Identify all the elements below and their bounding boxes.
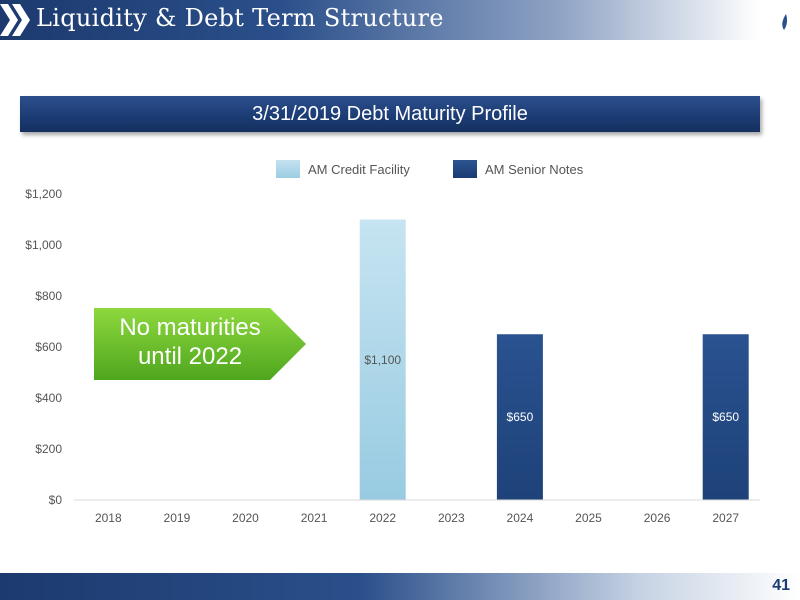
page-number: 41 (772, 577, 790, 594)
bars-group: $1,100 $650 $650 (359, 219, 749, 500)
slide-footer-bar (0, 573, 800, 600)
x-tick-label: 2018 (95, 511, 122, 525)
slide-title: Liquidity & Debt Term Structure (36, 4, 444, 32)
y-tick-label: $1,000 (25, 238, 62, 252)
legend-item-senior-notes: AM Senior Notes (453, 158, 583, 180)
x-axis: 2018 2019 2020 2021 2022 2023 2024 2025 2026 2027 (74, 499, 760, 525)
y-axis: $0 $200 $400 $600 $800 $1,000 $1,200 (25, 187, 62, 507)
x-tick-label: 2023 (438, 511, 465, 525)
chevron-right-icon (0, 4, 30, 36)
legend-label-credit-facility: AM Credit Facility (308, 161, 410, 177)
flame-logo-icon (772, 4, 788, 36)
bar-am-senior-notes (702, 334, 749, 500)
data-label: $1,100 (364, 353, 401, 367)
x-tick-label: 2024 (507, 511, 534, 525)
legend-swatch-senior-notes (453, 160, 477, 178)
x-tick-label: 2021 (301, 511, 328, 525)
bar-am-credit-facility (359, 219, 406, 500)
legend-swatch-credit-facility (276, 160, 300, 178)
legend-item-credit-facility: AM Credit Facility (276, 158, 410, 180)
y-tick-label: $600 (35, 340, 62, 354)
x-tick-label: 2020 (232, 511, 259, 525)
legend-label-senior-notes: AM Senior Notes (485, 161, 584, 177)
data-label: $650 (507, 410, 534, 424)
y-tick-label: $200 (35, 442, 62, 456)
debt-maturity-chart: $0 $200 $400 $600 $800 $1,000 $1,200 $1,100 $65… (25, 187, 760, 525)
callout-text: No maturities until 2022 (119, 314, 261, 370)
chart-title-banner: 3/31/2019 Debt Maturity Profile (20, 96, 760, 132)
bar-am-senior-notes (496, 334, 543, 500)
y-tick-label: $0 (49, 493, 63, 507)
x-tick-label: 2026 (644, 511, 671, 525)
chart-legend: AM Credit Facility AM Senior Notes (0, 158, 800, 180)
data-label: $650 (712, 410, 739, 424)
slide-header: Liquidity & Debt Term Structure (0, 0, 800, 40)
x-tick-label: 2022 (369, 511, 396, 525)
callout-arrow-shape (94, 308, 306, 380)
y-tick-label: $1,200 (25, 187, 62, 201)
y-tick-label: $800 (35, 289, 62, 303)
x-tick-label: 2019 (164, 511, 191, 525)
x-tick-label: 2027 (712, 511, 739, 525)
x-tick-label: 2025 (575, 511, 602, 525)
y-tick-label: $400 (35, 391, 62, 405)
